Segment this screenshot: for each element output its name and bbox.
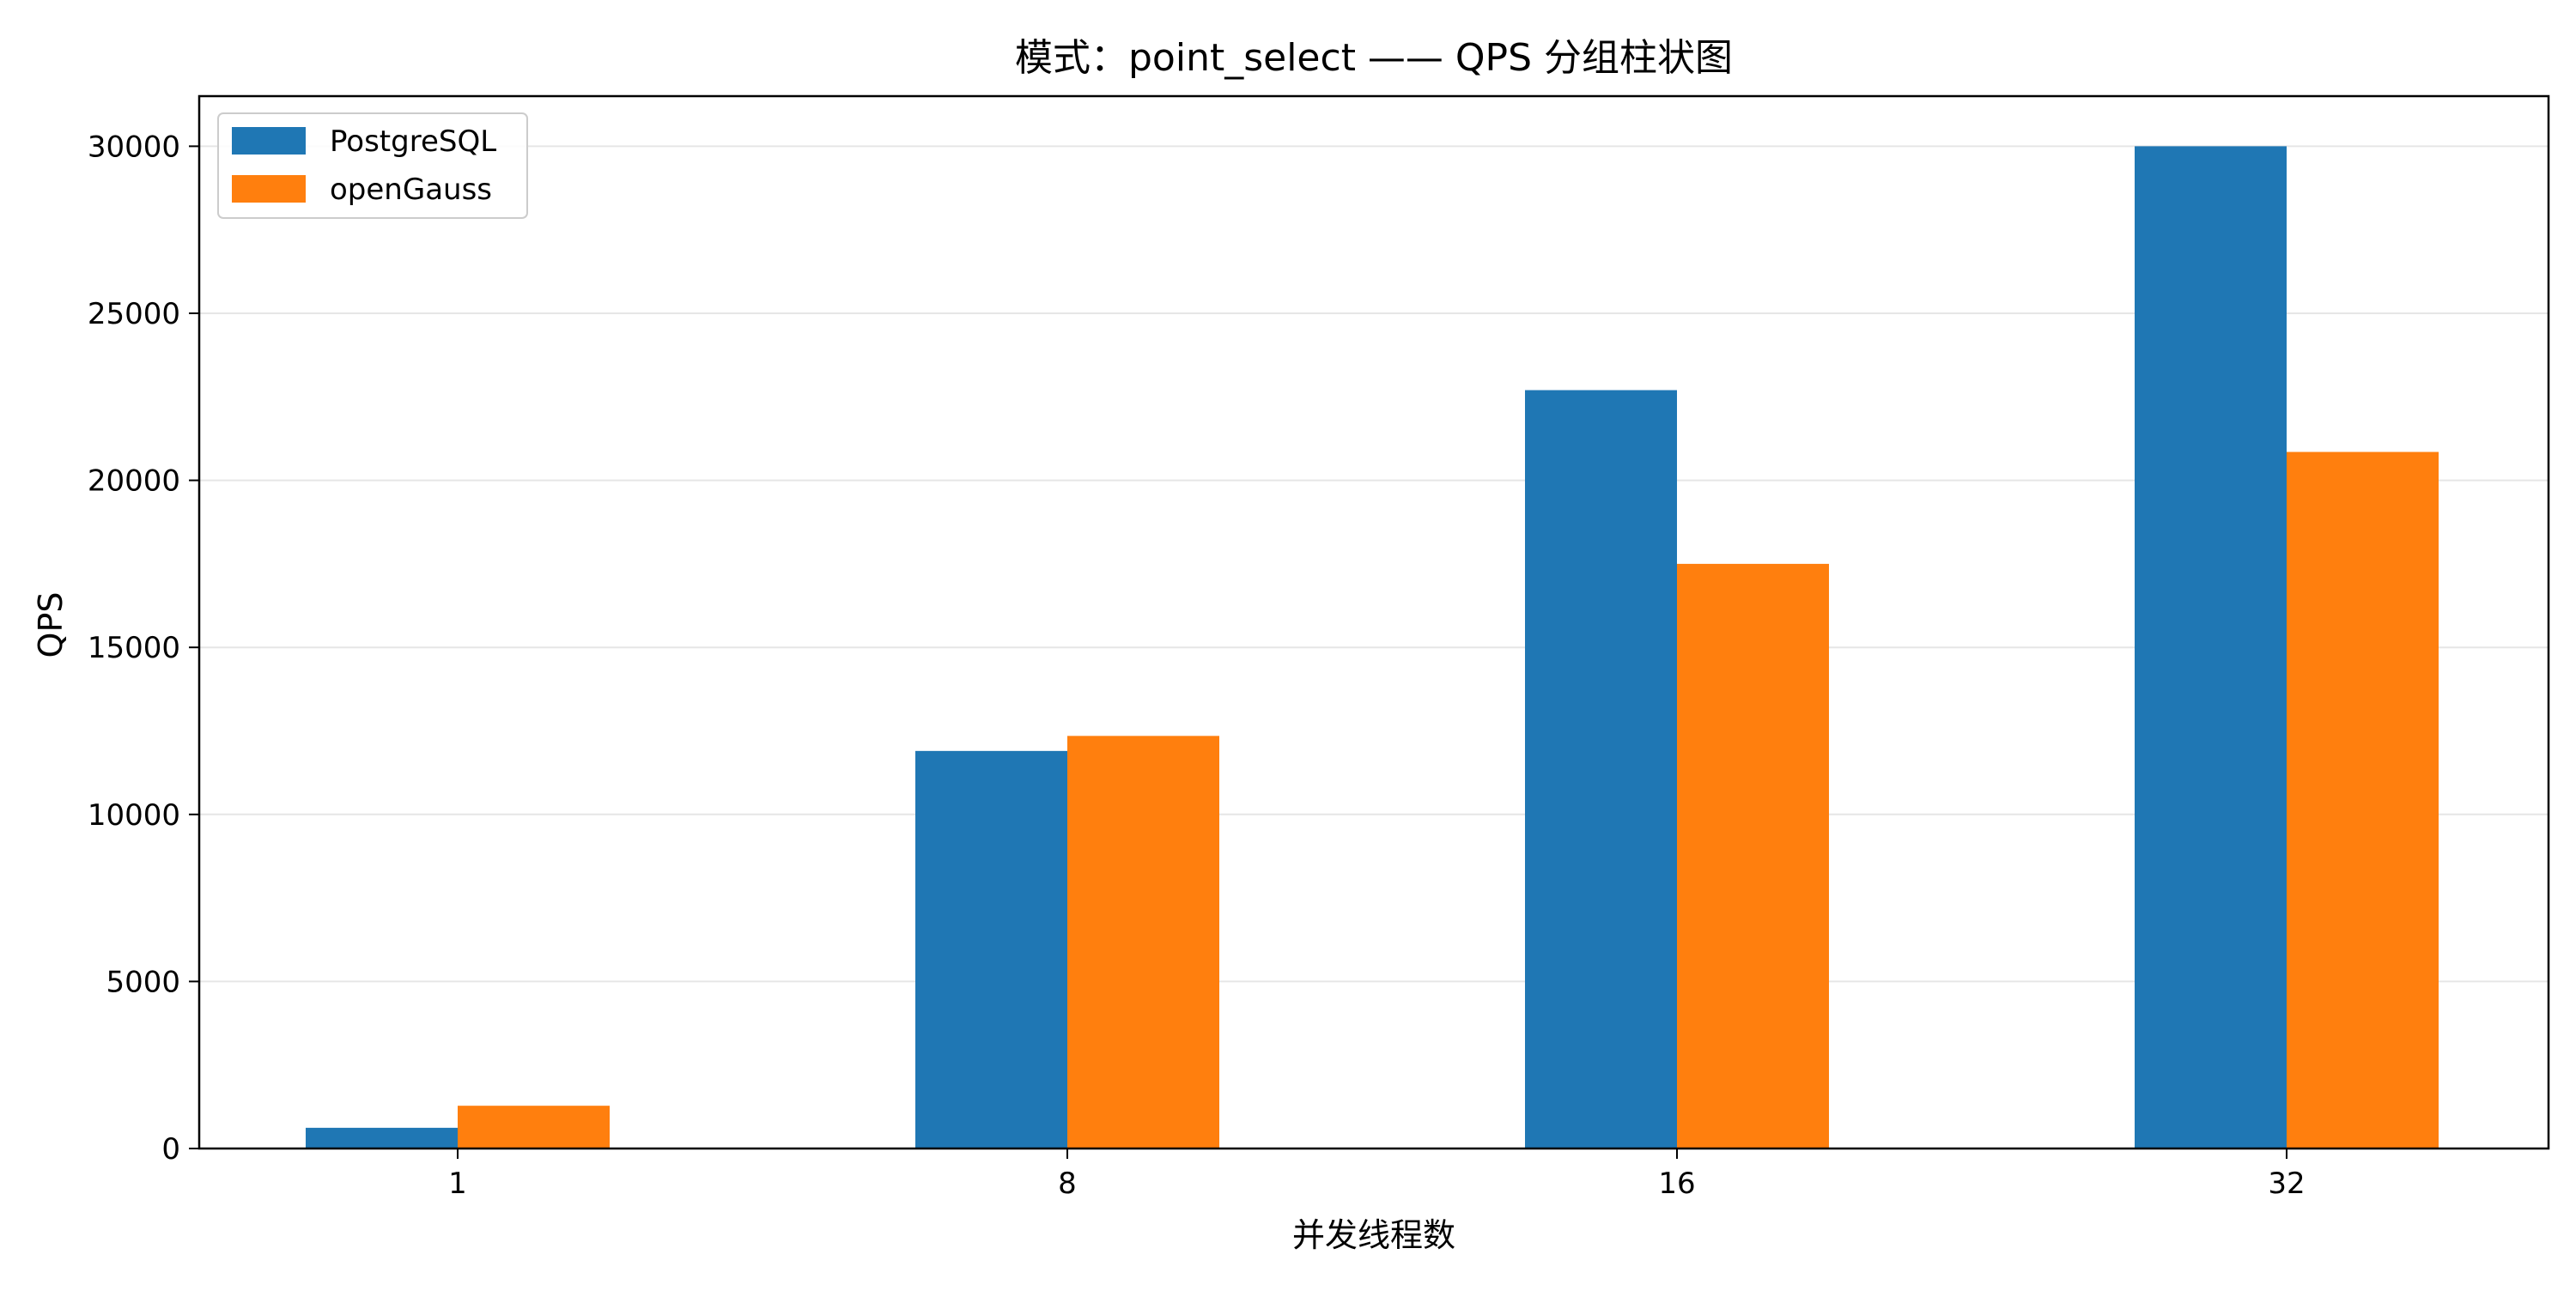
plot-frame [197,94,2550,1150]
bar-opengauss-8 [1067,736,1219,1149]
chart-title: 模式：point_select —— QPS 分组柱状图 [1015,36,1733,80]
y-tick-label: 25000 [88,297,180,331]
y-tick-label: 15000 [88,631,180,665]
y-tick-label: 0 [161,1132,180,1167]
ticks: 0 5000 10000 15000 20000 25000 30000 1 8 16 32 [88,130,2306,1201]
x-tick-label: 1 [448,1167,467,1201]
legend-swatch-postgresql [232,127,306,155]
bar-postgresql-16 [1525,390,1677,1149]
legend-swatch-opengauss [232,175,306,203]
bar-postgresql-32 [2135,146,2287,1149]
y-tick-label: 5000 [106,965,180,999]
y-tick-label: 10000 [88,798,180,833]
bar-opengauss-1 [458,1106,610,1149]
x-tick-label: 32 [2268,1167,2305,1201]
legend: PostgreSQL openGauss [217,112,528,219]
axes [197,94,2550,1150]
y-tick-label: 30000 [88,130,180,164]
bar-opengauss-16 [1677,563,1829,1149]
x-tick-label: 8 [1058,1167,1077,1201]
bar-postgresql-1 [306,1127,458,1149]
gridlines [199,145,2549,1149]
x-tick-label: 16 [1658,1167,1695,1201]
bar-opengauss-32 [2287,452,2439,1149]
y-tick-label: 20000 [88,464,180,499]
bars [306,146,2439,1149]
legend-label-postgresql: PostgreSQL [330,124,496,159]
y-axis-title: QPS [32,592,70,658]
bar-postgresql-8 [915,750,1067,1149]
x-axis-title: 并发线程数 [1292,1216,1455,1254]
legend-label-opengauss: openGauss [330,173,492,207]
